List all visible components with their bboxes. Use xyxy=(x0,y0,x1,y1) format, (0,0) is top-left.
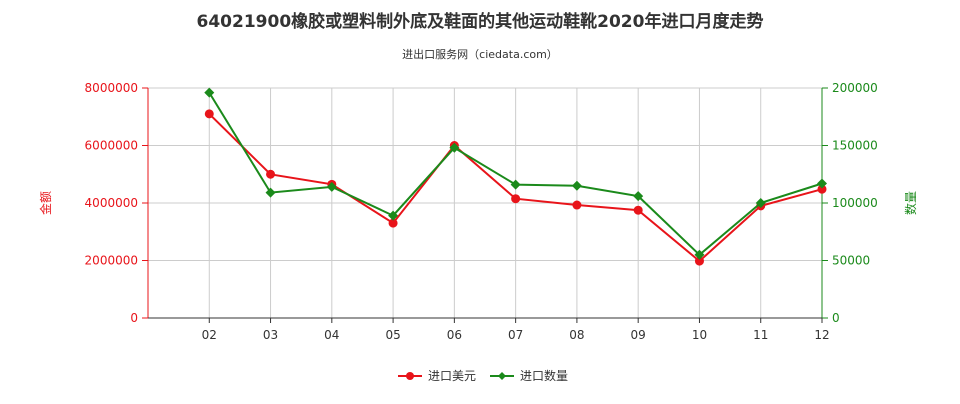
right-tick-label: 50000 xyxy=(832,254,870,268)
data-point-quantity xyxy=(633,191,644,202)
grid-lines xyxy=(148,87,823,319)
x-tick-label: 08 xyxy=(569,328,584,342)
right-tick-label: 150000 xyxy=(832,139,878,153)
legend-marker xyxy=(498,372,506,380)
data-point-usd xyxy=(694,256,704,266)
data-point-usd xyxy=(204,109,214,119)
legend: 进口美元 进口数量 xyxy=(398,368,568,383)
x-axis-ticks: 02 03 04 05 06 07 08 09 10 11 12 xyxy=(202,318,830,342)
x-tick-label: 03 xyxy=(263,328,278,342)
x-tick-label: 10 xyxy=(692,328,707,342)
data-point-quantity xyxy=(817,178,827,189)
x-tick-label: 05 xyxy=(385,328,400,342)
left-tick-label: 6000000 xyxy=(85,139,138,153)
chart-subtitle: 进出口服务网（ciedata.com） xyxy=(402,47,558,61)
x-tick-label: 11 xyxy=(753,328,768,342)
x-tick-label: 09 xyxy=(631,328,646,342)
right-tick-label: 200000 xyxy=(832,81,878,95)
legend-label: 进口美元 xyxy=(428,369,476,383)
data-point-quantity xyxy=(449,142,460,153)
right-tick-label: 100000 xyxy=(832,196,878,210)
left-axis-label: 金额 xyxy=(38,191,53,215)
data-point-usd xyxy=(511,194,521,204)
x-tick-label: 02 xyxy=(202,328,217,342)
data-point-usd xyxy=(572,200,582,210)
data-point-quantity xyxy=(326,181,337,192)
data-point-quantity xyxy=(510,179,521,190)
data-point-usd xyxy=(266,169,276,179)
legend-marker xyxy=(406,372,414,380)
data-point-quantity xyxy=(388,210,399,221)
data-point-usd xyxy=(817,184,827,194)
right-axis-ticks: 0 50000 100000 150000 200000 xyxy=(822,81,878,325)
x-tick-label: 12 xyxy=(814,328,829,342)
left-tick-label: 2000000 xyxy=(85,254,138,268)
left-tick-label: 4000000 xyxy=(85,196,138,210)
x-tick-label: 07 xyxy=(508,328,523,342)
chart-title: 64021900橡胶或塑料制外底及鞋面的其他运动鞋靴2020年进口月度走势 xyxy=(197,11,764,32)
x-tick-label: 04 xyxy=(324,328,339,342)
data-point-usd xyxy=(633,205,643,215)
data-point-quantity xyxy=(755,198,766,208)
data-point-quantity xyxy=(571,180,582,191)
data-point-quantity xyxy=(204,87,215,98)
legend-label: 进口数量 xyxy=(520,368,568,383)
right-axis-label: 数量 xyxy=(903,191,918,215)
data-point-quantity xyxy=(265,187,276,198)
series-layer xyxy=(204,87,827,266)
left-tick-label: 8000000 xyxy=(85,81,138,95)
data-point-usd xyxy=(388,218,398,228)
left-tick-label: 0 xyxy=(130,311,138,325)
x-tick-label: 06 xyxy=(447,328,462,342)
data-point-quantity xyxy=(694,249,705,260)
right-tick-label: 0 xyxy=(832,311,840,325)
left-axis-ticks: 0 2000000 4000000 6000000 8000000 xyxy=(85,81,148,325)
